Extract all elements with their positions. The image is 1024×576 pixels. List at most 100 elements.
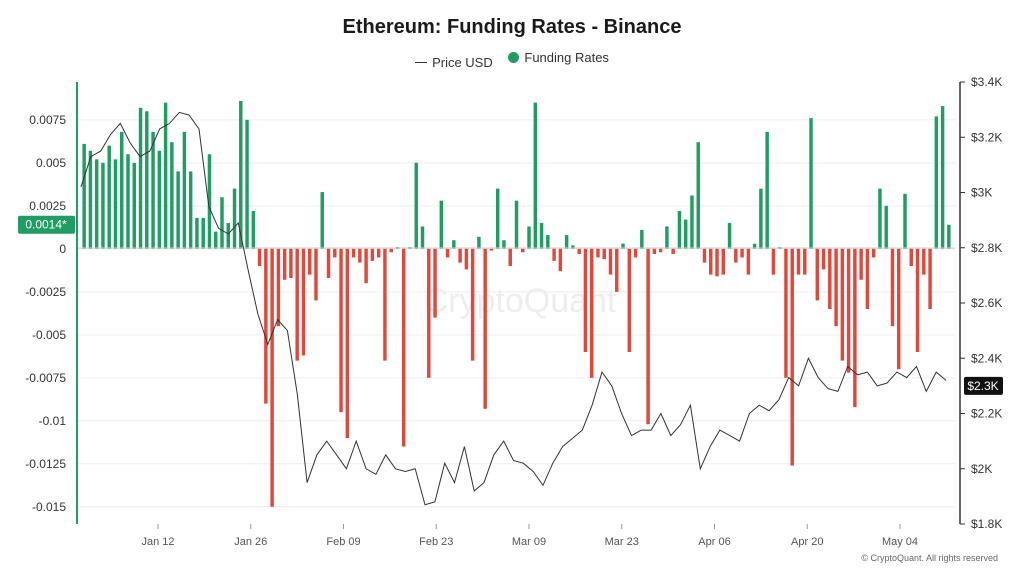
funding-bar bbox=[314, 248, 318, 301]
funding-bar bbox=[865, 248, 870, 310]
funding-bar bbox=[82, 143, 86, 249]
funding-bar bbox=[445, 248, 450, 258]
right-tick-label: $2.2K bbox=[971, 407, 1002, 421]
funding-bar bbox=[583, 248, 588, 353]
left-axis-ticks: 0.0075 0.005 0.0025 0 -0.0025 -0.005 -0.0075 -0… bbox=[25, 113, 66, 514]
credit-text: © CryptoQuant. All rights reserved bbox=[861, 553, 998, 563]
funding-bar bbox=[853, 248, 857, 408]
funding-bar bbox=[790, 248, 794, 466]
x-tick-label: Jan 26 bbox=[234, 536, 267, 548]
x-tick-label: Apr 06 bbox=[698, 536, 730, 548]
funding-bar bbox=[245, 119, 249, 249]
funding-bar bbox=[546, 235, 550, 249]
funding-bar bbox=[821, 248, 826, 270]
left-tick-label: 0.0075 bbox=[29, 113, 66, 127]
funding-bar bbox=[934, 116, 939, 249]
funding-bar bbox=[690, 195, 694, 249]
funding-bar bbox=[383, 248, 387, 361]
right-tick-label: $2.4K bbox=[971, 351, 1002, 365]
funding-bar bbox=[226, 223, 230, 249]
funding-bar bbox=[846, 248, 851, 373]
funding-bar bbox=[270, 248, 274, 507]
funding-bar bbox=[740, 248, 744, 258]
funding-bar bbox=[633, 248, 638, 258]
right-tick-label: $2.8K bbox=[971, 241, 1002, 255]
right-tick-label: $2.6K bbox=[971, 296, 1002, 310]
x-tick-label: May 04 bbox=[882, 536, 918, 548]
funding-bar bbox=[514, 200, 519, 249]
funding-bar bbox=[752, 243, 757, 249]
current-funding-label: 0.0014* bbox=[25, 218, 67, 232]
funding-bar bbox=[157, 150, 162, 249]
funding-bar bbox=[295, 248, 299, 361]
funding-bar bbox=[696, 142, 700, 249]
funding-bar bbox=[138, 107, 143, 249]
right-tick-label: $3.2K bbox=[971, 130, 1002, 144]
funding-bar bbox=[326, 248, 331, 279]
funding-bar bbox=[470, 248, 475, 361]
funding-bar bbox=[727, 223, 732, 249]
funding-bar bbox=[439, 200, 444, 249]
legend-item-price[interactable]: Price USD bbox=[415, 55, 493, 70]
funding-bar bbox=[489, 248, 494, 251]
funding-bar bbox=[389, 248, 393, 253]
funding-bar bbox=[621, 243, 625, 249]
funding-bar bbox=[947, 224, 951, 249]
funding-bar bbox=[784, 248, 788, 378]
funding-bar bbox=[571, 245, 575, 249]
funding-bar bbox=[897, 248, 901, 370]
left-tick-label: 0 bbox=[59, 242, 66, 256]
x-tick-label: Mar 23 bbox=[605, 536, 639, 548]
funding-bar bbox=[433, 248, 437, 318]
funding-bar bbox=[307, 248, 312, 275]
funding-bar bbox=[922, 248, 926, 275]
funding-bar bbox=[132, 162, 136, 249]
left-tick-label: -0.01 bbox=[39, 414, 67, 428]
funding-bar bbox=[564, 235, 569, 249]
funding-bar bbox=[113, 159, 118, 249]
funding-bar bbox=[589, 248, 594, 378]
funding-bar bbox=[414, 162, 418, 249]
funding-bar bbox=[339, 248, 343, 413]
legend-item-funding[interactable]: Funding Rates bbox=[508, 50, 609, 65]
funding-bar bbox=[608, 248, 613, 275]
funding-bar bbox=[539, 223, 544, 249]
funding-bar bbox=[483, 248, 487, 409]
current-price-badge: $2.3K bbox=[964, 376, 1003, 395]
funding-bar bbox=[734, 248, 738, 263]
funding-bar bbox=[840, 248, 845, 361]
funding-bar bbox=[464, 248, 469, 270]
price-line bbox=[80, 111, 947, 506]
funding-bar bbox=[351, 248, 356, 258]
funding-bar bbox=[289, 248, 293, 279]
left-tick-label: -0.005 bbox=[32, 328, 66, 342]
funding-bar bbox=[702, 248, 707, 263]
funding-bar bbox=[878, 188, 882, 249]
right-tick-label: $3.4K bbox=[971, 75, 1002, 89]
funding-bar bbox=[871, 248, 876, 258]
funding-bar bbox=[527, 226, 531, 249]
current-funding-badge: 0.0014* bbox=[18, 215, 75, 234]
funding-bar bbox=[721, 248, 726, 275]
funding-bar bbox=[401, 248, 406, 447]
legend-label-price: Price USD bbox=[432, 55, 493, 70]
funding-bar bbox=[909, 248, 913, 267]
funding-bar bbox=[477, 236, 481, 249]
funding-bar bbox=[652, 248, 657, 254]
funding-bar bbox=[508, 248, 512, 267]
funding-bar bbox=[521, 248, 525, 253]
x-tick-label: Feb 09 bbox=[326, 536, 360, 548]
funding-bar bbox=[358, 248, 362, 263]
funding-bar bbox=[890, 248, 895, 327]
funding-bar bbox=[427, 248, 431, 378]
left-tick-label: 0.0025 bbox=[29, 199, 66, 213]
funding-bar bbox=[765, 131, 769, 249]
funding-bar bbox=[715, 248, 719, 277]
funding-bar bbox=[163, 102, 168, 249]
x-tick-label: Jan 12 bbox=[141, 536, 174, 548]
funding-bar bbox=[176, 171, 180, 249]
x-tick-label: Feb 23 bbox=[419, 536, 453, 548]
left-tick-label: -0.015 bbox=[32, 500, 66, 514]
funding-bar bbox=[182, 131, 187, 249]
